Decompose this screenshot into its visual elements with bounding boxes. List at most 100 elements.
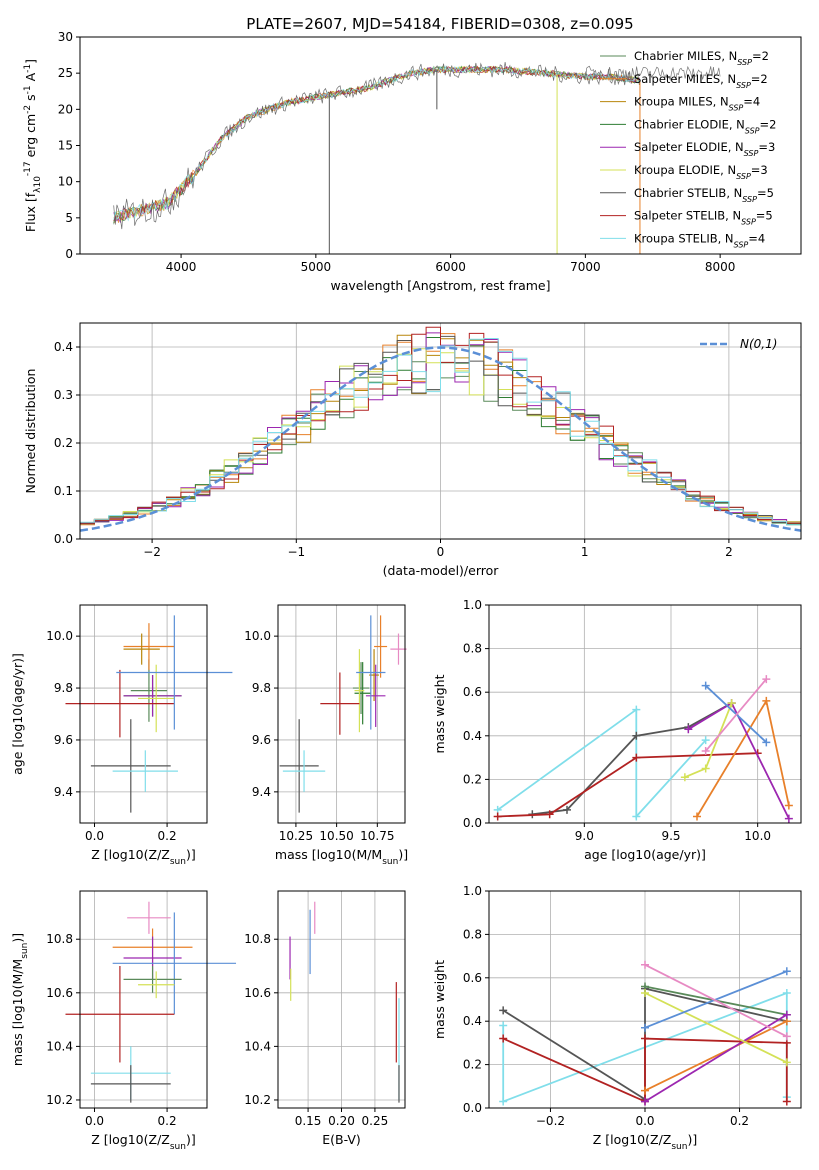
y-tick-label: 10.4 xyxy=(46,1039,73,1053)
x-tick-label: 9.5 xyxy=(661,829,680,843)
y-tick-label: 0.2 xyxy=(463,772,482,786)
y-tick-label: 10.2 xyxy=(46,1093,73,1107)
y-tick-label: 20 xyxy=(58,102,73,116)
x-tick-label: 8000 xyxy=(705,260,736,274)
weight-marker xyxy=(782,988,791,997)
axes-frame xyxy=(277,604,406,824)
x-tick-label: 0.2 xyxy=(730,1114,749,1128)
weight-marker xyxy=(727,699,736,708)
y-tick-label: 30 xyxy=(58,30,73,44)
y-axis-label: mass weight xyxy=(432,674,447,753)
weight-line xyxy=(532,702,733,816)
legend-label: N(0,1) xyxy=(740,337,777,351)
spectrum-line xyxy=(113,66,640,221)
plot-area xyxy=(499,960,791,1106)
plot-area xyxy=(65,615,233,813)
weight-marker xyxy=(762,675,771,684)
spectrum-line xyxy=(113,65,640,225)
plot-residuals: −2 −1 0 1 2 0.0 0.1 0.2 0.3 0.4 (data-model)/error… xyxy=(23,322,802,578)
plot-area xyxy=(289,901,400,1103)
y-axis-label: age [log10(age/yr)] xyxy=(10,653,25,775)
weight-marker xyxy=(563,805,571,814)
x-tick-label: −1 xyxy=(287,545,305,559)
weight-marker xyxy=(499,1006,508,1015)
plot-mass_vs_Z: 0.0 0.2 10.2 10.4 10.6 10.8 Z [log10(Z/Zsun)] m… xyxy=(10,890,237,1152)
x-tick-label: −0.2 xyxy=(536,1114,565,1128)
spectrum-line xyxy=(113,65,640,223)
y-tick-label: 0.4 xyxy=(463,729,482,743)
weight-line xyxy=(644,1020,788,1092)
weight-marker xyxy=(701,736,710,745)
weight-marker xyxy=(701,747,710,756)
y-tick-label: 0.2 xyxy=(54,436,73,450)
weight-marker xyxy=(782,967,791,976)
weight-marker xyxy=(641,1023,649,1032)
y-tick-label: 0 xyxy=(65,247,73,261)
y-tick-label: 0.0 xyxy=(54,532,73,546)
x-tick-label: −2 xyxy=(143,545,161,559)
y-tick-label: 25 xyxy=(58,66,73,80)
y-tick-label: 5 xyxy=(65,211,73,225)
x-axis-label: age [log10(age/yr)] xyxy=(584,847,706,862)
spectrum-line xyxy=(113,65,640,222)
x-tick-label: 4000 xyxy=(166,260,197,274)
weight-line xyxy=(497,707,707,819)
axes-frame xyxy=(79,604,208,824)
spectrum-line xyxy=(113,65,640,224)
legend-label: Salpeter ELODIE, NSSP=3 xyxy=(634,140,775,158)
weight-marker xyxy=(782,1010,791,1019)
weight-marker xyxy=(499,1021,508,1030)
x-axis-label: (data-model)/error xyxy=(383,563,500,578)
weight-marker xyxy=(499,1097,508,1106)
figure-title: PLATE=2607, MJD=54184, FIBERID=0308, z=0… xyxy=(246,15,633,33)
weight-marker xyxy=(701,681,710,690)
plot-mass_vs_EBV: 0.15 0.20 0.25 10.2 10.4 10.6 10.8 E(B-V) xyxy=(244,890,406,1147)
y-tick-label: 10 xyxy=(58,175,73,189)
legend-label: Salpeter STELIB, NSSP=5 xyxy=(634,209,773,227)
legend-label: Chabrier STELIB, NSSP=5 xyxy=(634,186,774,204)
x-tick-label: 0.0 xyxy=(85,1114,104,1128)
x-axis-label: E(B-V) xyxy=(322,1132,361,1147)
weight-marker xyxy=(641,1034,649,1043)
x-axis-label: Z [log10(Z/Zsun)] xyxy=(91,847,195,867)
weight-marker xyxy=(782,1032,791,1041)
plot-mass_weight_vs_age: 9.0 9.5 10.0 0.0 0.2 0.4 0.6 0.8 1.0 age [log10(a… xyxy=(432,598,802,862)
weight-line xyxy=(644,970,788,1029)
x-tick-label: 2 xyxy=(725,545,733,559)
x-tick-label: 9.0 xyxy=(575,829,594,843)
y-tick-label: 1.0 xyxy=(463,598,482,612)
weight-marker xyxy=(782,1097,791,1106)
weight-line xyxy=(497,752,758,818)
plot-area xyxy=(493,675,793,823)
weight-line xyxy=(696,698,790,817)
legend-label: Kroupa STELIB, NSSP=4 xyxy=(634,231,765,249)
y-tick-label: 10.8 xyxy=(244,932,271,946)
y-tick-label: 0.4 xyxy=(463,1014,482,1028)
y-tick-label: 10.0 xyxy=(46,629,73,643)
x-tick-label: 0.0 xyxy=(635,1114,654,1128)
x-tick-label: 7000 xyxy=(570,260,601,274)
x-tick-label: 0 xyxy=(437,545,445,559)
y-tick-label: 0.1 xyxy=(54,484,73,498)
legend: Chabrier MILES, NSSP=2 Salpeter MILES, NS… xyxy=(600,49,776,249)
axes-frame xyxy=(488,604,802,824)
weight-line xyxy=(644,1013,788,1103)
weight-marker xyxy=(641,1097,649,1106)
plot-area xyxy=(79,326,802,532)
weight-marker xyxy=(632,705,641,714)
y-tick-label: 9.6 xyxy=(54,733,73,747)
weight-line xyxy=(644,963,788,1038)
y-tick-label: 9.4 xyxy=(54,785,73,799)
weight-marker xyxy=(493,812,502,821)
y-tick-label: 9.8 xyxy=(54,681,73,695)
weight-marker xyxy=(762,696,771,705)
weight-line xyxy=(687,701,790,819)
x-tick-label: 10.25 xyxy=(279,829,313,843)
spectrum-line xyxy=(113,65,640,222)
y-tick-label: 0.2 xyxy=(463,1058,482,1072)
weight-marker xyxy=(782,1058,791,1067)
weight-marker xyxy=(701,764,710,773)
legend-label: Salpeter MILES, NSSP=2 xyxy=(634,72,768,90)
plot-age_vs_Z: 0.0 0.2 9.4 9.6 9.8 10.0 Z [log10(Z/Zsun)] age … xyxy=(10,604,233,867)
weight-line xyxy=(644,992,788,1064)
